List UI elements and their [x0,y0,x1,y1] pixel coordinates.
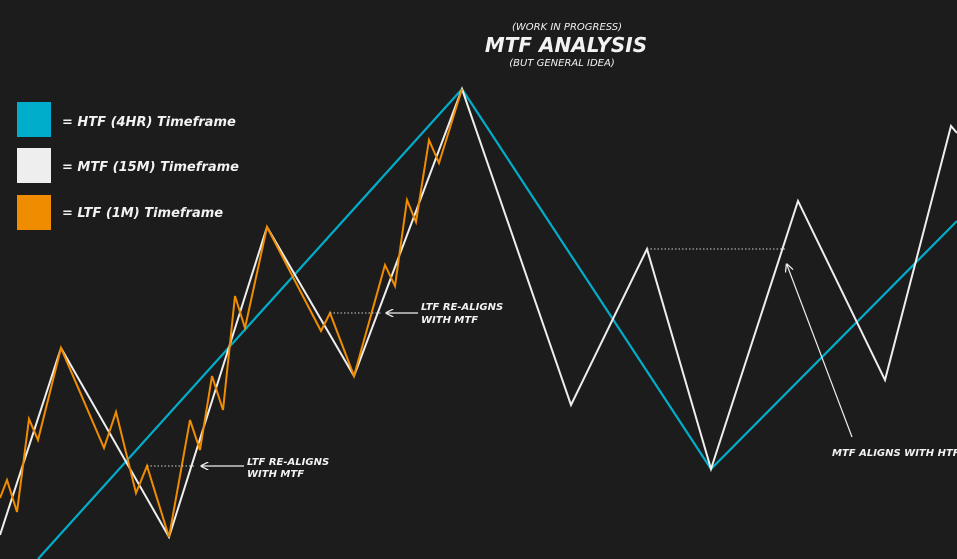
legend-swatch-htf [17,102,51,137]
page-title: MTF ANALYSIS [485,33,647,57]
legend-label-ltf: = LTF (1M) Timeframe [62,206,223,221]
annotation-ltf-realign-1-line1: LTF RE-ALIGNS [247,457,329,468]
annotation-ltf-realign-1-line2: WITH MTF [247,469,304,480]
subtitle: (BUT GENERAL IDEA) [509,58,614,69]
legend-swatch-mtf [17,148,51,183]
annotation-ltf-realign-2-line2: WITH MTF [421,315,478,326]
mtf-line [0,86,957,540]
pre-title: (WORK IN PROGRESS) [512,22,622,33]
legend-swatch-ltf [17,195,51,230]
arrow-mtf-align [787,265,853,438]
htf-line [37,87,957,559]
annotation-mtf-align: MTF ALIGNS WITH HTF [832,448,957,459]
ltf-line [0,88,463,538]
legend-label-mtf: = MTF (15M) Timeframe [62,160,239,175]
annotation-ltf-realign-2-line1: LTF RE-ALIGNS [421,302,503,313]
legend-label-htf: = HTF (4HR) Timeframe [62,115,236,130]
